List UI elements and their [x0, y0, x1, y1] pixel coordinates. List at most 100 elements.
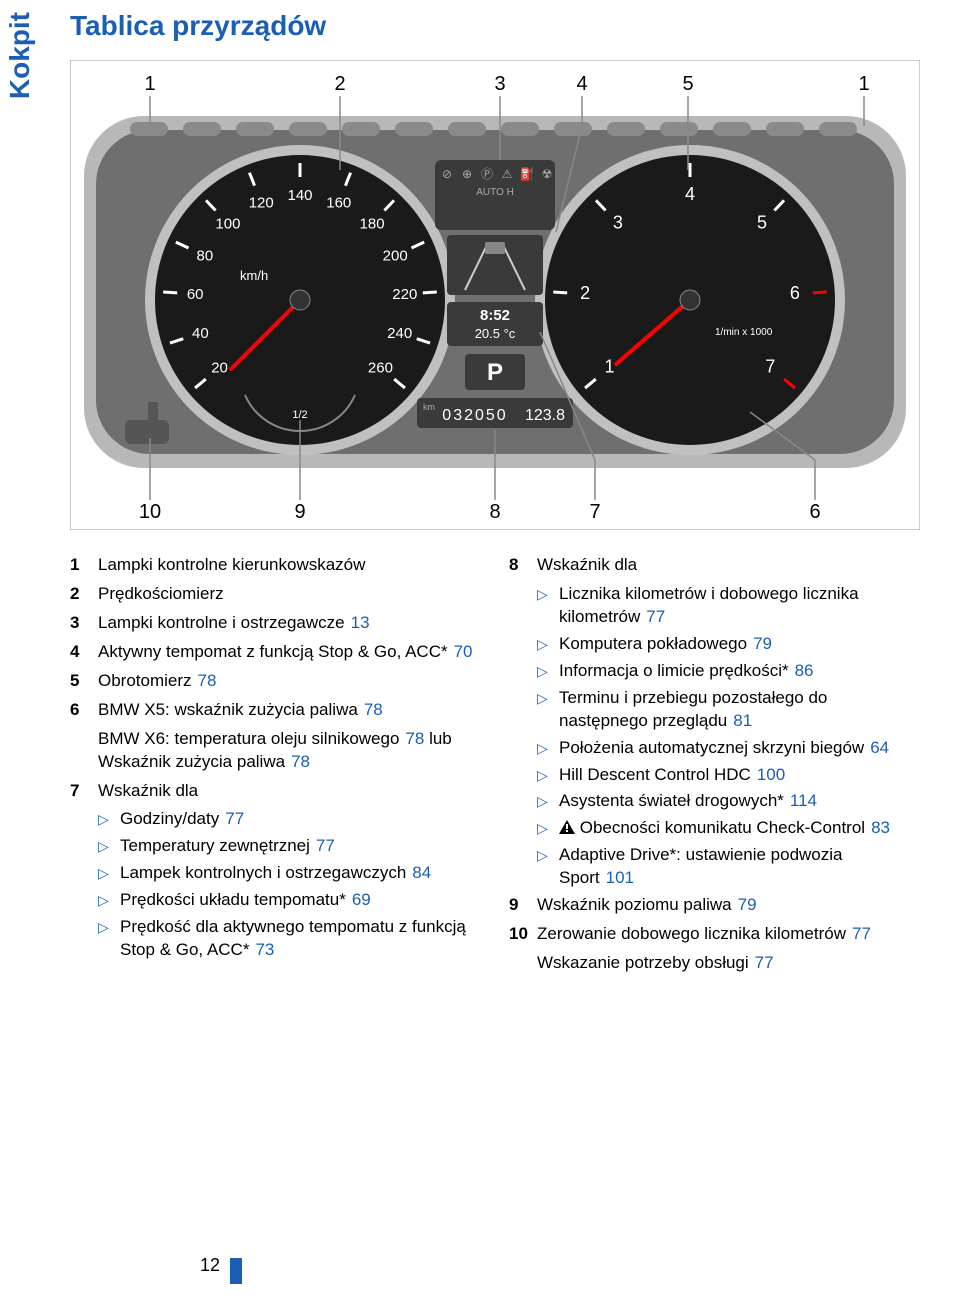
- legend-text: Lampek kontrolnych i ostrzegawczych84: [120, 862, 481, 885]
- svg-text:8: 8: [489, 501, 500, 523]
- triangle-bullet-icon: ▷: [537, 633, 559, 656]
- legend-subentry: ▷Licznika kilometrów i dobowego licznika…: [537, 583, 920, 629]
- legend-right-column: 8Wskaźnik dla▷Licznika kilometrów i dobo…: [509, 554, 920, 981]
- legend-text: Prędkości układu tempomatu*69: [120, 889, 481, 912]
- legend-text: BMW X6: temperatura oleju silnikowego78 …: [98, 728, 481, 774]
- legend-entry: 5Obrotomierz78: [70, 670, 481, 693]
- svg-text:032050: 032050: [442, 407, 507, 424]
- svg-text:☢: ☢: [542, 167, 553, 181]
- legend-subentry: ▷ Obecności komunikatu Check-Control83: [537, 817, 920, 840]
- svg-text:⚠: ⚠: [502, 167, 513, 181]
- page-ref: 100: [757, 765, 785, 784]
- legend-text: Asystenta świateł drogowych*114: [559, 790, 920, 813]
- legend-text: Licznika kilometrów i dobowego licznika …: [559, 583, 920, 629]
- triangle-bullet-icon: ▷: [537, 790, 559, 813]
- svg-text:10: 10: [139, 501, 161, 523]
- svg-text:140: 140: [287, 187, 312, 204]
- svg-text:⛽: ⛽: [520, 167, 535, 181]
- legend-subentry: ▷Lampek kontrolnych i ostrzegawczych84: [98, 862, 481, 885]
- triangle-bullet-icon: ▷: [537, 737, 559, 760]
- svg-text:1: 1: [144, 73, 155, 95]
- legend-text: Aktywny tempomat z funkcją Stop & Go, AC…: [98, 641, 481, 664]
- legend-subentry: ▷Prędkość dla aktywnego tempomatu z funk…: [98, 916, 481, 962]
- legend-subentry: ▷Hill Descent Control HDC100: [537, 764, 920, 787]
- svg-text:P: P: [487, 359, 503, 386]
- svg-text:3: 3: [613, 213, 623, 233]
- svg-text:4: 4: [576, 73, 587, 95]
- legend-text: Obecności komunikatu Check-Control83: [559, 817, 920, 840]
- legend-text: Temperatury zewnętrznej77: [120, 835, 481, 858]
- page-ref: 84: [412, 863, 431, 882]
- triangle-bullet-icon: ▷: [537, 687, 559, 733]
- triangle-bullet-icon: ▷: [537, 844, 559, 890]
- svg-text:km/h: km/h: [240, 268, 268, 283]
- legend-number: 8: [509, 554, 537, 577]
- svg-text:3: 3: [494, 73, 505, 95]
- legend-entry: BMW X6: temperatura oleju silnikowego78 …: [98, 728, 481, 774]
- triangle-bullet-icon: ▷: [537, 660, 559, 683]
- svg-text:60: 60: [187, 286, 204, 303]
- svg-text:⊘: ⊘: [442, 167, 452, 181]
- svg-text:1/min x 1000: 1/min x 1000: [715, 327, 773, 338]
- page-ref: 78: [405, 729, 424, 748]
- svg-text:1: 1: [605, 356, 615, 376]
- legend-number: 1: [70, 554, 98, 577]
- svg-text:220: 220: [392, 286, 417, 303]
- svg-text:200: 200: [383, 248, 408, 265]
- legend-entry: 8Wskaźnik dla: [509, 554, 920, 577]
- page-number-bar: [230, 1258, 242, 1284]
- legend-entry: 4Aktywny tempomat z funkcją Stop & Go, A…: [70, 641, 481, 664]
- triangle-bullet-icon: ▷: [537, 764, 559, 787]
- svg-text:240: 240: [387, 325, 412, 342]
- legend-text: Lampki kontrolne i ostrzegawcze13: [98, 612, 481, 635]
- svg-text:Ⓟ: Ⓟ: [481, 167, 493, 181]
- legend-text: Prędkościomierz: [98, 583, 481, 606]
- legend-subentry: ▷Komputera pokładowego79: [537, 633, 920, 656]
- page-ref: 78: [364, 700, 383, 719]
- svg-text:4: 4: [685, 184, 695, 204]
- page-ref: 77: [852, 924, 871, 943]
- svg-text:8:52: 8:52: [480, 307, 510, 324]
- page-ref: 78: [291, 752, 310, 771]
- legend-text: Wskaźnik dla: [98, 780, 481, 803]
- triangle-bullet-icon: ▷: [98, 916, 120, 962]
- warning-icon: [559, 820, 575, 834]
- svg-text:180: 180: [360, 216, 385, 233]
- svg-text:40: 40: [192, 325, 209, 342]
- legend-text: Prędkość dla aktywnego tempomatu z funkc…: [120, 916, 481, 962]
- page-ref: 81: [733, 711, 752, 730]
- legend-text: Adaptive Drive*: ustawienie podwozia Spo…: [559, 844, 920, 890]
- triangle-bullet-icon: ▷: [98, 808, 120, 831]
- svg-text:km: km: [423, 402, 435, 412]
- page-ref: 79: [738, 895, 757, 914]
- svg-text:5: 5: [682, 73, 693, 95]
- svg-text:7: 7: [765, 356, 775, 376]
- legend-number: 3: [70, 612, 98, 635]
- page-ref: 77: [316, 836, 335, 855]
- legend-subentry: ▷Terminu i przebiegu pozostałego do nast…: [537, 687, 920, 733]
- page-ref: 77: [646, 607, 665, 626]
- page-ref: 79: [753, 634, 772, 653]
- page-ref: 101: [606, 868, 634, 887]
- page-ref: 77: [225, 809, 244, 828]
- page-number: 12: [200, 1255, 220, 1276]
- legend-subentry: ▷Informacja o limicie prędkości*86: [537, 660, 920, 683]
- legend-text: Informacja o limicie prędkości*86: [559, 660, 920, 683]
- legend-text: BMW X5: wskaźnik zużycia paliwa78: [98, 699, 481, 722]
- legend-entry: 7Wskaźnik dla: [70, 780, 481, 803]
- svg-text:2: 2: [334, 73, 345, 95]
- svg-text:5: 5: [757, 213, 767, 233]
- legend-text: Wskaźnik poziomu paliwa79: [537, 894, 920, 917]
- legend-text: Obrotomierz78: [98, 670, 481, 693]
- svg-text:AUTO H: AUTO H: [476, 187, 514, 198]
- page-ref: 77: [755, 953, 774, 972]
- svg-text:160: 160: [326, 194, 351, 211]
- triangle-bullet-icon: ▷: [537, 817, 559, 840]
- svg-text:9: 9: [294, 501, 305, 523]
- svg-text:6: 6: [809, 501, 820, 523]
- legend-number: 2: [70, 583, 98, 606]
- legend-entry: 3Lampki kontrolne i ostrzegawcze13: [70, 612, 481, 635]
- page-ref: 83: [871, 818, 890, 837]
- legend-columns: 1Lampki kontrolne kierunkowskazów2Prędko…: [70, 554, 920, 981]
- page-ref: 114: [790, 791, 817, 810]
